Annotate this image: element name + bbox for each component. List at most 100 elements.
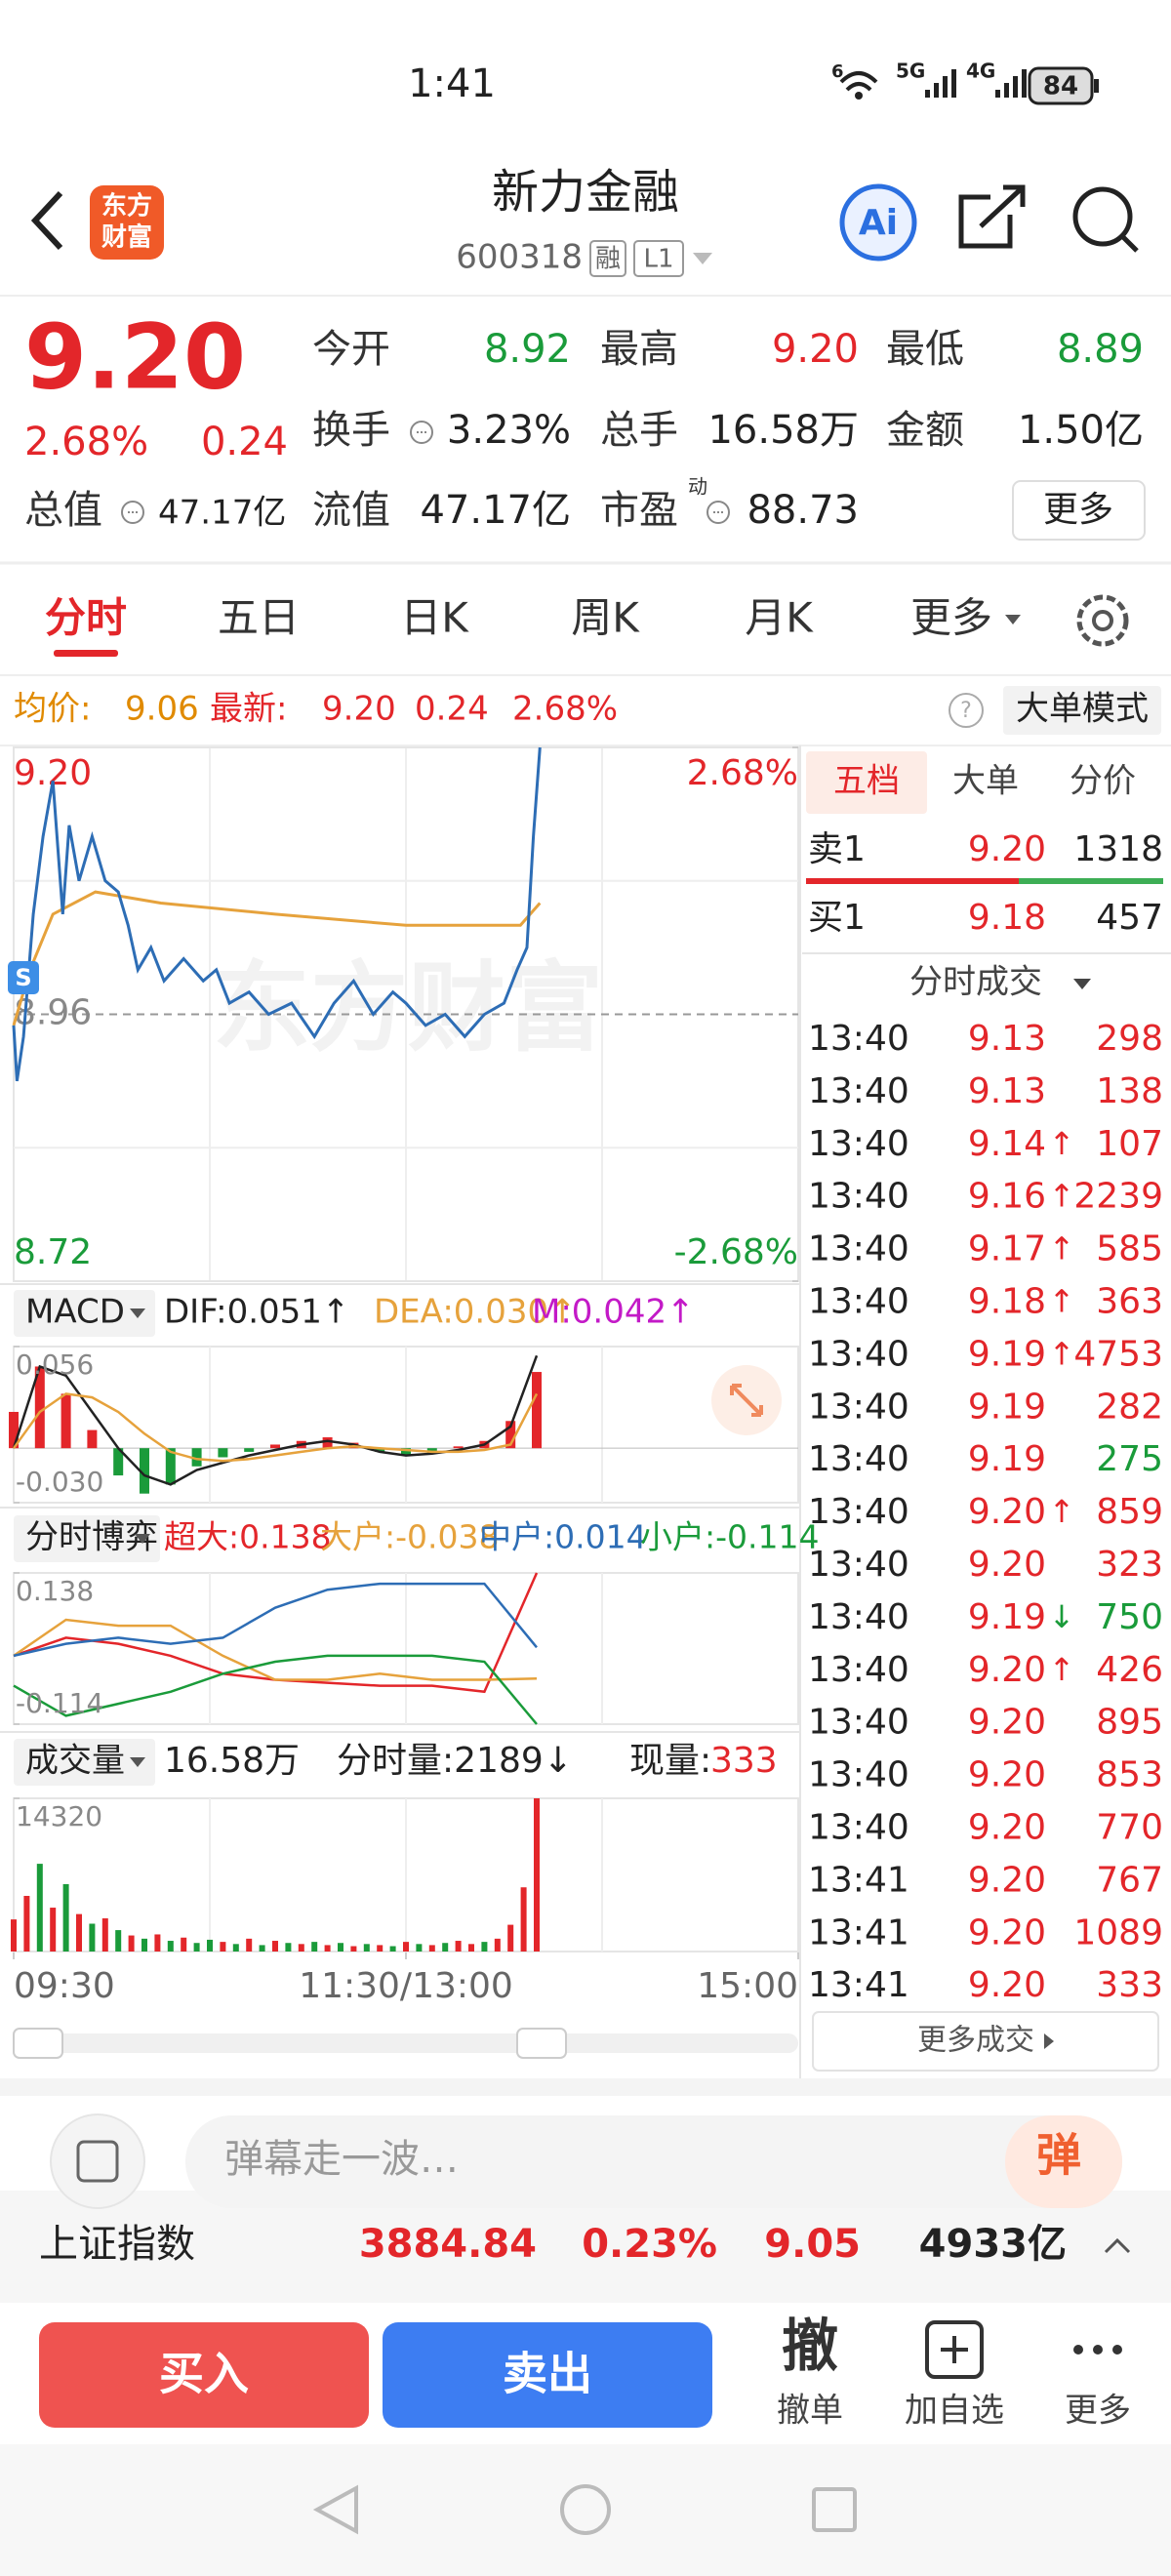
search-button[interactable] (1072, 186, 1139, 253)
buy-button[interactable] (39, 2322, 369, 2428)
more-icon[interactable] (1073, 2345, 1083, 2355)
macd-bar (87, 1429, 98, 1449)
stat-value: 3.23% (447, 408, 571, 453)
stat-label: 最低 (886, 327, 964, 372)
comment-toggle[interactable] (50, 2113, 145, 2209)
avg-value: 9.06 (125, 690, 199, 729)
dropdown-arrow (1005, 615, 1021, 624)
mode-button[interactable] (1003, 686, 1161, 735)
indicator-name[interactable]: MACD (25, 1293, 125, 1332)
cancel-label[interactable]: 撤单 (777, 2392, 843, 2431)
danmu-button[interactable] (1005, 2115, 1122, 2208)
ask-price: 9.20 (968, 829, 1046, 869)
nav-buttons[interactable] (312, 2484, 857, 2535)
settings-button[interactable] (1076, 594, 1129, 647)
stat-value: 47.17亿 (420, 488, 571, 533)
trade-time: 13:40 (808, 1282, 909, 1322)
more-label[interactable]: 更多 (1043, 490, 1113, 530)
indicator-name[interactable]: 分时博弈 (25, 1518, 158, 1557)
x-tick-label: 09:30 (14, 1966, 115, 2006)
trade-volume: 859 (1096, 1492, 1163, 1532)
stat-label: 金额 (886, 408, 964, 453)
y-tick-label: -0.114 (16, 1687, 103, 1719)
scroll-handle[interactable] (13, 2028, 63, 2059)
stock-tag: L1 (643, 245, 673, 274)
indicator-selector[interactable] (14, 1515, 160, 1562)
watch-label[interactable]: 加自选 (905, 2392, 1004, 2431)
badge-label: S (15, 964, 31, 991)
mode-label[interactable]: 大单模式 (1016, 690, 1149, 729)
trade-volume: 585 (1096, 1229, 1163, 1269)
tag-box (633, 240, 684, 277)
trade-price: 9.19 (968, 1334, 1046, 1374)
stat-label: 换手 (312, 408, 390, 453)
comment-placeholder: 弹幕走一波… (224, 2137, 459, 2182)
book-tab[interactable]: 五档 (833, 762, 900, 801)
danmu-label[interactable]: 弹 (1036, 2129, 1081, 2182)
trade-volume: 275 (1096, 1439, 1163, 1479)
book-tab[interactable]: 大单 (952, 762, 1019, 801)
more-trades-label[interactable]: 更多成交 (917, 2024, 1034, 2058)
more-trades-button[interactable] (812, 2011, 1159, 2072)
app-logo[interactable] (90, 185, 164, 260)
expand-arrow[interactable] (1104, 2237, 1131, 2254)
volume-bar (442, 1943, 449, 1952)
chart-tab[interactable]: 五日 (218, 594, 300, 642)
more-actions-label[interactable]: 更多 (1065, 2392, 1131, 2431)
share-button[interactable] (958, 184, 1026, 249)
back-button[interactable] (30, 190, 63, 251)
volume-bar (363, 1944, 370, 1952)
battery-tip (1094, 79, 1099, 93)
stock-tag: 融 (595, 245, 621, 274)
volume-bar (207, 1939, 213, 1952)
comment-input[interactable] (185, 2115, 1122, 2208)
x-tick-label: 15:00 (697, 1966, 798, 2006)
trade-time: 13:41 (808, 1912, 909, 1952)
wifi-icon (839, 71, 878, 92)
trade-arrow: ↑ (1049, 1125, 1075, 1162)
trades-title[interactable]: 分时成交 (909, 963, 1042, 1002)
indicator-name[interactable]: 成交量 (25, 1742, 125, 1781)
volume-bar (115, 1930, 122, 1952)
macd-bar (113, 1448, 124, 1476)
buy-label[interactable]: 买入 (159, 2348, 249, 2400)
more-icon[interactable] (1093, 2345, 1103, 2355)
macd-bar (375, 1448, 385, 1452)
sell-label[interactable]: 卖出 (503, 2348, 592, 2400)
trade-time: 13:40 (808, 1597, 909, 1637)
current-volume-label: 现量: (629, 1741, 711, 1781)
trade-price: 9.13 (968, 1071, 1046, 1111)
trade-volume: 2239 (1073, 1177, 1163, 1217)
chart-tab[interactable]: 分时 (45, 594, 127, 642)
chart-tab[interactable]: 日K (400, 594, 469, 642)
indicator-selector[interactable] (14, 1290, 155, 1337)
wifi-icon (855, 92, 863, 100)
more-icon[interactable] (1112, 2345, 1122, 2355)
book-tab[interactable]: 分价 (1070, 762, 1136, 801)
minute-volume: 分时量:2189↓ (337, 1741, 573, 1781)
chart-tab[interactable]: 更多 (910, 594, 992, 642)
macd-bar (244, 1448, 255, 1452)
trade-price: 9.18 (968, 1282, 1046, 1322)
flow-line (13, 1654, 538, 1725)
volume-bar (62, 1883, 69, 1952)
scroll-handle[interactable] (516, 2028, 567, 2059)
chart-tab[interactable]: 月K (745, 594, 814, 642)
volume-bar (11, 1919, 17, 1952)
trade-time: 13:40 (808, 1650, 909, 1690)
indicator-selector[interactable] (14, 1739, 155, 1786)
cancel-icon[interactable]: 撤 (782, 2313, 838, 2379)
signal-bar (1013, 76, 1018, 98)
stat-value: 16.58万 (707, 408, 859, 453)
chart-tab[interactable]: 周K (571, 594, 640, 642)
volume-bar (507, 1924, 514, 1952)
help-icon[interactable] (949, 693, 984, 728)
more-button[interactable] (1012, 480, 1146, 541)
macd-value: M:0.042↑ (532, 1293, 695, 1332)
ai-button[interactable] (839, 183, 917, 262)
sell-button[interactable] (383, 2322, 712, 2428)
trade-price: 9.16 (968, 1177, 1046, 1217)
trade-price: 9.20 (968, 1492, 1046, 1532)
watch-icon[interactable] (925, 2320, 984, 2379)
stock-code: 600318 (456, 238, 583, 277)
